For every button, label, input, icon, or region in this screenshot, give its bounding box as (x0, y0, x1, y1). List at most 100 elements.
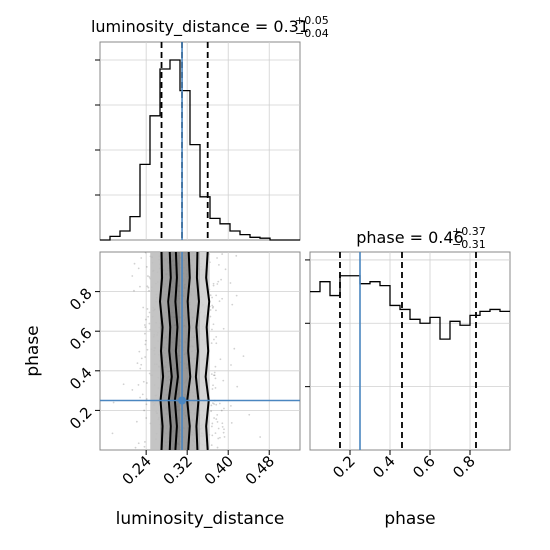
title-param: phase = 0.46 (356, 228, 463, 247)
sample-point (209, 315, 212, 318)
sample-point (220, 278, 222, 281)
contour-line (194, 252, 200, 450)
x-tick-label: 0.24 (119, 452, 155, 488)
sample-point (145, 265, 148, 268)
sample-point (146, 348, 149, 351)
sample-point (211, 422, 214, 425)
sample-point (145, 398, 148, 400)
sample-point (211, 328, 213, 331)
sample-point (142, 380, 145, 383)
sample-point (135, 420, 138, 423)
sample-point (210, 410, 213, 413)
sample-point (217, 437, 220, 440)
sample-point (143, 445, 146, 448)
sample-point (138, 350, 141, 353)
sample-point (211, 425, 213, 428)
sample-point (140, 357, 143, 360)
sample-point (144, 356, 147, 358)
x-tick-label: 0.6 (409, 452, 439, 482)
sample-point (210, 444, 213, 447)
sample-point (144, 332, 146, 335)
truth-marker (178, 396, 187, 405)
sample-point (148, 322, 151, 325)
sample-point (215, 418, 218, 420)
sample-point (216, 413, 219, 416)
sample-point (223, 407, 225, 410)
sample-point (216, 283, 219, 285)
sample-point (144, 339, 147, 342)
sample-point (145, 403, 148, 406)
sample-point (235, 254, 238, 257)
sample-point (212, 282, 215, 285)
sample-point (137, 442, 140, 445)
sample-point (145, 417, 148, 419)
contour-line (186, 252, 192, 450)
x-axis-label: phase (384, 509, 435, 529)
sample-point (242, 355, 245, 358)
sample-point (148, 372, 151, 375)
sample-point (212, 402, 214, 405)
title-param: luminosity_distance = 0.31 (91, 17, 309, 37)
sample-point (215, 309, 217, 312)
sample-point (143, 409, 146, 412)
sample-point (221, 425, 224, 428)
x-tick-label: 0.4 (369, 452, 399, 482)
sample-point (147, 315, 150, 318)
histogram-step-line (100, 59, 300, 241)
sample-point (141, 393, 144, 396)
sample-point (144, 441, 146, 443)
sample-point (217, 280, 220, 283)
y-tick-label: 0.8 (66, 285, 96, 315)
sample-point (209, 309, 212, 311)
sample-point (223, 436, 226, 438)
sample-point (112, 401, 115, 404)
sample-point (211, 304, 214, 307)
sample-point (223, 428, 225, 431)
density-columns (150, 252, 210, 450)
panel-title: luminosity_distance = 0.31 (91, 17, 309, 37)
sample-point (236, 385, 239, 388)
sample-point (143, 324, 146, 326)
sample-point (220, 409, 223, 412)
y-ticks: 0.2 0.4 0.6 0.8 (66, 285, 100, 433)
sample-point (215, 342, 218, 345)
sample-point (230, 404, 232, 407)
y-tick-label: 0.2 (66, 403, 96, 433)
sample-point (213, 374, 216, 377)
density-column (150, 252, 160, 450)
panel-frame (99, 41, 301, 241)
sample-point (139, 396, 141, 399)
sample-point (213, 417, 216, 419)
density-column (200, 252, 210, 450)
sample-point (233, 347, 236, 350)
sample-point (211, 296, 213, 299)
sample-point (144, 252, 147, 254)
sample-point (215, 403, 218, 406)
sample-point (229, 282, 232, 284)
contour-lines (159, 252, 211, 450)
sample-point (217, 263, 220, 266)
density-column (169, 252, 180, 450)
x-tick-label: 0.40 (201, 452, 237, 488)
sample-point (222, 431, 225, 434)
sample-point (215, 294, 218, 297)
sample-point (221, 253, 224, 255)
sample-point (212, 323, 215, 326)
sample-point (216, 446, 219, 449)
sample-point (146, 308, 149, 310)
sample-point (146, 382, 148, 384)
sample-point (217, 427, 220, 430)
sample-point (213, 338, 215, 341)
sample-point (146, 285, 149, 288)
sample-point (139, 285, 141, 288)
sample-point (133, 289, 135, 292)
sample-point (214, 387, 217, 389)
title-sub: −0.04 (295, 27, 329, 40)
sample-point (211, 307, 214, 309)
x-tick-label: 0.2 (329, 452, 359, 482)
sample-point (214, 365, 217, 368)
sample-point (216, 257, 218, 259)
x-tick-label: 0.32 (160, 452, 196, 488)
sample-point (134, 446, 137, 449)
title-sup: +0.37 (452, 225, 486, 238)
